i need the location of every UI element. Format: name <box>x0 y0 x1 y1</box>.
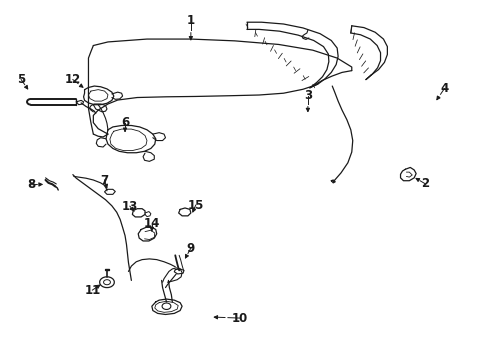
Text: 14: 14 <box>143 216 160 230</box>
Text: 9: 9 <box>186 242 195 255</box>
Text: 3: 3 <box>303 89 311 102</box>
Text: 6: 6 <box>121 116 129 129</box>
Text: 7: 7 <box>101 174 108 186</box>
Text: 2: 2 <box>420 177 428 190</box>
Text: 13: 13 <box>122 200 138 213</box>
Text: 4: 4 <box>439 82 447 95</box>
Text: 5: 5 <box>17 73 25 86</box>
Text: 12: 12 <box>64 73 81 86</box>
Text: 15: 15 <box>187 199 203 212</box>
Text: 1: 1 <box>186 14 195 27</box>
Text: 8: 8 <box>27 178 36 191</box>
Text: 11: 11 <box>84 284 101 297</box>
Text: 10: 10 <box>231 311 247 325</box>
